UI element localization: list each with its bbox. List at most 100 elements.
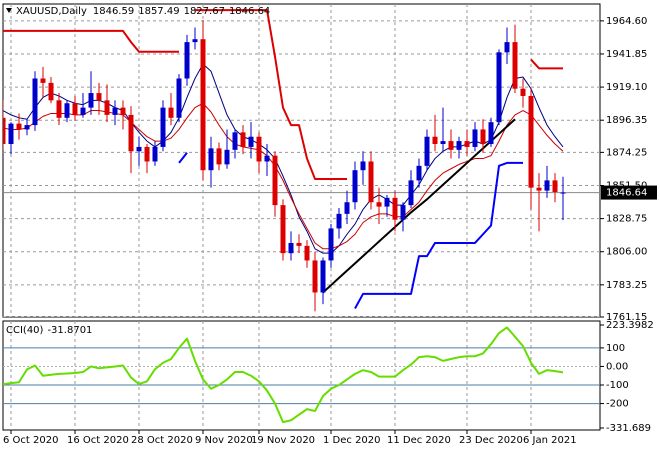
cci-y-tick-label: 100: [606, 343, 625, 354]
candle-body: [456, 141, 462, 150]
candle-body: [64, 103, 70, 118]
candle-body: [24, 125, 30, 130]
chart-title: XAUUSD,Daily: [16, 6, 87, 17]
y-tick-label: 1874.25: [606, 147, 647, 158]
overlay-line: [178, 152, 188, 164]
y-tick-label: 1964.60: [606, 16, 647, 27]
candle-body: [464, 141, 470, 147]
overlay-line: [530, 58, 563, 70]
candle-body: [392, 197, 398, 220]
candle-body: [152, 146, 158, 162]
candle-body: [360, 161, 366, 171]
candle-body: [72, 103, 78, 115]
candle-body: [528, 95, 534, 188]
y-tick-label: 1783.25: [606, 280, 647, 291]
overlay-line: [354, 161, 523, 309]
candle-body: [400, 205, 406, 220]
cci-y-tick-label: 0.00: [606, 361, 628, 372]
candle-body: [272, 155, 278, 206]
overlay-line: [3, 29, 179, 53]
low-value: 1827.67: [184, 6, 225, 17]
candle-body: [384, 197, 390, 207]
candle-body: [160, 107, 166, 147]
candle-body: [512, 42, 518, 89]
cci-plot: [3, 321, 600, 430]
candle-body: [336, 213, 342, 229]
candle-body: [56, 100, 62, 118]
candle-body: [504, 42, 510, 53]
candle-body: [552, 180, 558, 193]
y-tick-label: 1828.75: [606, 214, 647, 225]
candle-body: [112, 107, 118, 115]
open-value: 1846.59: [93, 6, 134, 17]
candle-body: [88, 93, 94, 108]
candle-body: [560, 192, 566, 194]
candle-body: [472, 129, 478, 147]
x-tick-label: 6 Jan 2021: [523, 435, 577, 446]
high-value: 1857.49: [138, 6, 179, 17]
candle-body: [440, 141, 446, 145]
candle-body: [208, 148, 214, 171]
x-tick-label: 28 Oct 2020: [131, 435, 193, 446]
candle-body: [432, 136, 438, 145]
candle-body: [184, 42, 190, 79]
candle-body: [496, 52, 502, 123]
y-tick-label: 1919.10: [606, 82, 647, 93]
x-tick-label: 11 Dec 2020: [387, 435, 451, 446]
x-tick-label: 6 Oct 2020: [3, 435, 58, 446]
candle-body: [328, 228, 334, 261]
candle-body: [40, 78, 46, 83]
candle-body: [304, 245, 310, 261]
candle-body: [344, 202, 350, 214]
cci-y-tick-label: -100: [606, 380, 629, 391]
cci-y-tick-label: -331.689: [606, 423, 651, 434]
candle-body: [536, 187, 542, 191]
candle-body: [296, 242, 302, 246]
candle-body: [256, 136, 262, 162]
chart-header: XAUUSD,Daily 1846.59 1857.49 1827.67 1846.64: [16, 6, 270, 17]
candle-body: [144, 146, 150, 162]
cci-line: [3, 326, 564, 424]
candle-body: [264, 155, 270, 162]
candle-body: [168, 107, 174, 118]
candle-body: [376, 202, 382, 207]
candle-body: [200, 39, 206, 171]
cci-frame: [2, 320, 601, 431]
overlay-line: [322, 118, 516, 294]
cci-y-tick-label: 223.3982: [606, 320, 654, 331]
candle-body: [488, 122, 494, 145]
cci-value: -31.8701: [47, 325, 92, 336]
candle-body: [8, 123, 14, 145]
x-tick-label: 1 Dec 2020: [323, 435, 381, 446]
overlay-line: [195, 9, 347, 180]
candle-body: [120, 107, 126, 115]
y-tick-label: 1941.85: [606, 49, 647, 60]
candle-body: [424, 136, 430, 166]
close-value: 1846.64: [229, 6, 270, 17]
y-tick-label: 1806.00: [606, 247, 647, 258]
candle-body: [280, 205, 286, 254]
candle-body: [320, 260, 326, 293]
candle-body: [448, 141, 454, 150]
x-tick-label: 19 Nov 2020: [251, 435, 315, 446]
candle-body: [416, 165, 422, 181]
y-tick-label: 1761.15: [606, 312, 647, 323]
cci-title: CCI(40): [6, 325, 44, 336]
candle-body: [240, 132, 246, 147]
candle-body: [408, 180, 414, 206]
candle-body: [224, 149, 230, 165]
cci-header: CCI(40) -31.8701: [6, 325, 92, 336]
candle-body: [16, 123, 22, 130]
candle-body: [312, 260, 318, 293]
candle-body: [520, 88, 526, 96]
main-plot: [3, 4, 600, 317]
candle-body: [216, 148, 222, 165]
price-label-box: [601, 185, 657, 200]
cci-y-tick-label: -200: [606, 399, 629, 410]
candle-body: [176, 78, 182, 118]
candle-body: [232, 132, 238, 150]
candle-body: [104, 100, 110, 115]
candle-body: [288, 242, 294, 254]
candle-body: [480, 129, 486, 145]
candle-body: [80, 107, 86, 115]
